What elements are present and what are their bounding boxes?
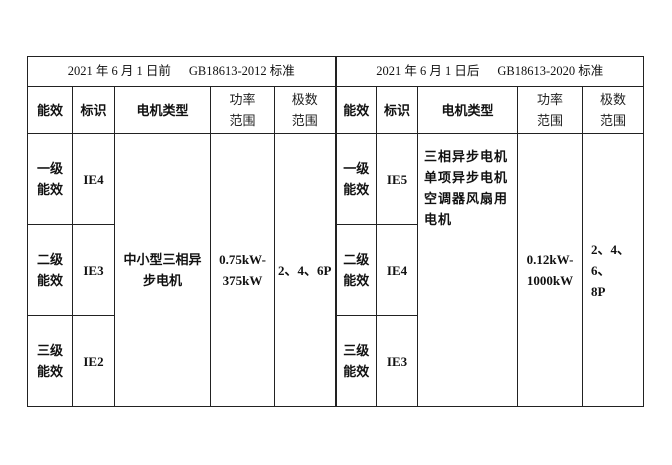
left-title: 2021 年 6 月 1 日前 GB18613-2012 标准 — [26, 56, 337, 87]
power-range: 0.75kW- 375kW — [210, 133, 275, 407]
header-power-range: 功率 范围 — [210, 86, 275, 134]
header-power-range: 功率 范围 — [517, 86, 584, 134]
table-row: 一级 能效 IE4 中小型三相异 步电机 0.75kW- 375kW 2、4、6… — [27, 133, 645, 407]
table-row: 三级 能效 IE2 三级 能效 IE3 — [27, 315, 644, 407]
right-title: 2021 年 6 月 1 日后 GB18613-2020 标准 — [334, 56, 645, 87]
pole-range: 2、4、6P — [273, 133, 337, 407]
power-range: 0.12kW- 1000kW — [517, 133, 584, 407]
left-title-standard: GB18613-2012 标准 — [188, 64, 295, 78]
header-pole-range: 极数 范围 — [582, 86, 645, 134]
header-pole-range: 极数 范围 — [273, 86, 337, 134]
efficiency-mark: IE3 — [72, 224, 115, 316]
header-mark: 标识 — [376, 86, 419, 134]
efficiency-level: 二级 能效 — [334, 224, 378, 316]
header-mark: 标识 — [72, 86, 115, 134]
efficiency-mark: IE3 — [376, 315, 419, 407]
header-motor-type: 电机类型 — [114, 86, 211, 134]
table-row: 二级 能效 IE3 二级 能效 IE4 — [27, 224, 644, 316]
pole-range: 2、4、6、 8P — [582, 133, 645, 407]
efficiency-level: 三级 能效 — [334, 315, 378, 407]
left-title-date: 2021 年 6 月 1 日前 — [67, 64, 171, 78]
efficiency-mark: IE2 — [72, 315, 115, 407]
efficiency-level: 三级 能效 — [27, 315, 73, 407]
efficiency-level: 二级 能效 — [27, 224, 73, 316]
motor-type: 三相异步电机 单项异步电机 空调器风扇用 电机 — [417, 133, 519, 407]
efficiency-level: 一级 能效 — [27, 133, 73, 225]
efficiency-mark: IE4 — [376, 224, 419, 316]
efficiency-mark: IE4 — [72, 133, 115, 225]
header-efficiency: 能效 — [27, 86, 73, 134]
right-title-date: 2021 年 6 月 1 日后 — [376, 64, 480, 78]
motor-type: 中小型三相异 步电机 — [114, 133, 211, 407]
right-title-standard: GB18613-2020 标准 — [497, 64, 604, 78]
efficiency-level: 一级 能效 — [334, 133, 378, 225]
header-efficiency: 能效 — [334, 86, 378, 134]
efficiency-mark: IE5 — [376, 133, 419, 225]
motor-efficiency-standards-table: 2021 年 6 月 1 日前 GB18613-2012 标准 2021 年 6 … — [26, 56, 645, 407]
header-motor-type: 电机类型 — [417, 86, 519, 134]
